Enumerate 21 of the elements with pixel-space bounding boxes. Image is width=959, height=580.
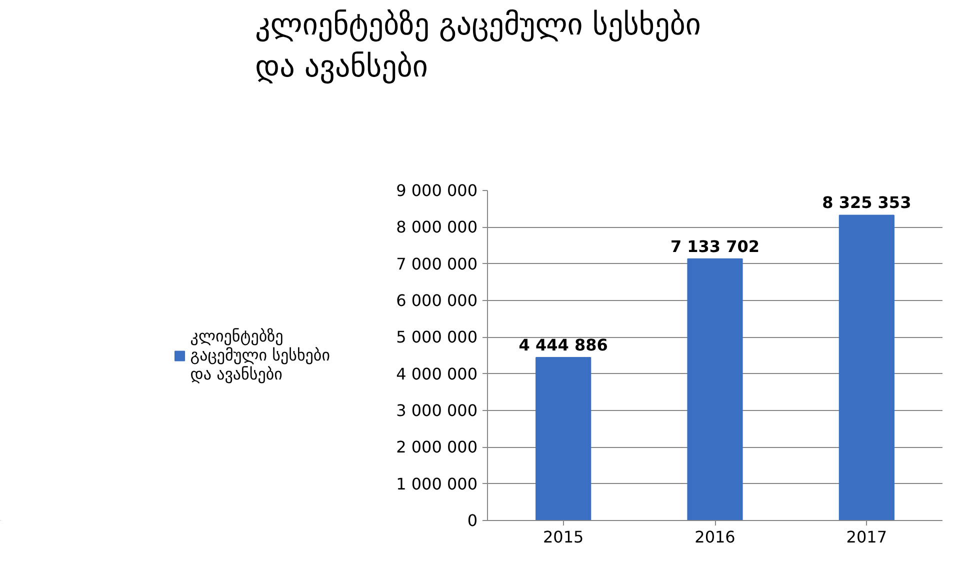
- y-tick-label: 6 000 000: [396, 291, 478, 310]
- data-label: 4 444 886: [518, 336, 608, 355]
- chart-title: კლიენტებზე გაცემული სესხები და ავანსები: [255, 8, 701, 84]
- y-tick-label: 5 000 000: [396, 328, 478, 347]
- y-tick-label: 7 000 000: [396, 254, 478, 274]
- y-tick-label: 4 000 000: [396, 364, 478, 384]
- y-tick-label: 2 000 000: [396, 438, 478, 457]
- bar: [536, 357, 592, 520]
- legend-label: კლიენტებზე გაცემული სესხები და ავანსები: [190, 326, 330, 384]
- y-tick-label: 8 000 000: [396, 218, 478, 237]
- y-tick-label: 3 000 000: [396, 401, 478, 420]
- x-tick-label: 2015: [542, 528, 584, 546]
- y-tick-label: 9 000 000: [396, 181, 478, 200]
- y-tick-label: 1 000 000: [396, 474, 478, 494]
- bar: [687, 258, 743, 520]
- data-label: 7 133 702: [670, 236, 760, 256]
- bar: [838, 214, 894, 520]
- x-tick-label: 2017: [846, 528, 888, 546]
- data-label: 8 325 353: [822, 193, 912, 212]
- y-tick-label: 0: [467, 511, 478, 530]
- x-tick-label: 2016: [694, 528, 736, 546]
